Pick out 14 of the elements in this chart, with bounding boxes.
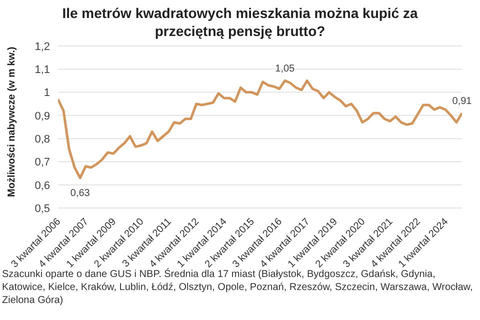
y-tick-label: 0,5: [34, 202, 50, 215]
y-tick-label: 0,7: [34, 156, 50, 169]
data-label: 0,63: [70, 188, 90, 199]
y-tick-label: 0,9: [34, 110, 50, 122]
y-tick-label: 1,1: [34, 64, 50, 76]
chart-title: Ile metrów kwadratowych mieszkania można kupić za przeciętną pensję brutto?: [61, 4, 419, 40]
y-tick-label: 0,6: [34, 180, 50, 192]
y-tick-label: 0,8: [34, 133, 50, 146]
y-tick-label: 1,2: [34, 40, 50, 53]
data-label: 1,05: [275, 64, 296, 75]
text: Szacunki oparte o dane GUS i NBP. Średnia dla 17 miast (Białystok, Bydgoszcz, Gdańsk, Gdynia, Katowice, Kielce, Kraków, Lublin, Łódź, Olsztyn, Opole, Poznań, Rzeszów, Szczecin, Warszawa, Wrocław, Zielona Góra): [2, 268, 474, 307]
y-tick-label: 1: [44, 87, 50, 100]
y-axis-title: Możliwości nabywcze (w m kw.): [6, 46, 18, 197]
data-label: 0,91: [452, 96, 472, 108]
